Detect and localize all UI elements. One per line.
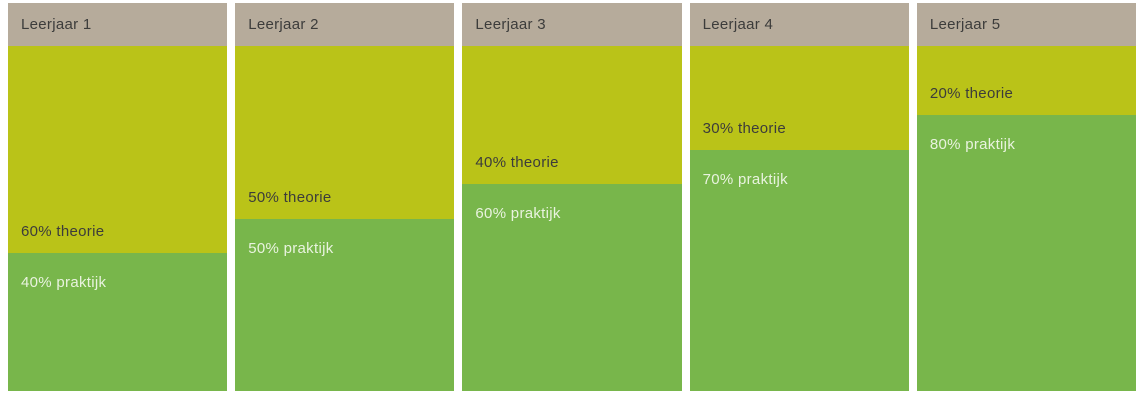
column-header: Leerjaar 2 (235, 3, 455, 46)
column-header: Leerjaar 3 (462, 3, 682, 46)
column-header-label: Leerjaar 5 (929, 16, 1001, 33)
column-header-label: Leerjaar 4 (702, 16, 774, 33)
praktijk-label: 70% praktijk (702, 170, 788, 188)
column-header-label: Leerjaar 3 (475, 16, 546, 33)
theorie-label: 60% theorie (21, 223, 105, 240)
column-body: 40% theorie 60% praktijk (462, 46, 682, 391)
praktijk-label: 80% praktijk (929, 136, 1016, 153)
column-leerjaar-4: Leerjaar 4 30% theorie 70% praktijk (689, 3, 909, 391)
column-leerjaar-1: Leerjaar 1 60% theorie 40% praktijk (8, 3, 228, 391)
column-header: Leerjaar 5 (916, 3, 1137, 46)
column-header: Leerjaar 4 (689, 3, 909, 46)
column-leerjaar-2: Leerjaar 2 50% theorie 50% praktijk (235, 3, 455, 391)
column-body: 50% theorie 50% praktijk (235, 46, 455, 391)
segment-praktijk: 70% praktijk (689, 149, 909, 391)
segment-theorie: 60% theorie (8, 46, 228, 253)
theorie-label: 20% theorie (929, 85, 1014, 102)
column-header-label: Leerjaar 1 (21, 16, 92, 33)
column-leerjaar-5: Leerjaar 5 20% theorie 80% praktijk (916, 3, 1137, 391)
praktijk-label: 50% praktijk (248, 239, 334, 257)
theorie-label: 50% theorie (248, 188, 332, 206)
column-header-label: Leerjaar 2 (248, 16, 319, 33)
segment-praktijk: 60% praktijk (462, 184, 682, 391)
segment-praktijk: 40% praktijk (8, 253, 228, 391)
theorie-label: 30% theorie (702, 119, 786, 137)
praktijk-label: 60% praktijk (475, 205, 561, 222)
column-leerjaar-3: Leerjaar 3 40% theorie 60% praktijk (462, 3, 682, 391)
segment-theorie: 30% theorie (689, 46, 909, 150)
segment-theorie: 40% theorie (462, 46, 682, 184)
theorie-label: 40% theorie (475, 154, 559, 171)
column-body: 60% theorie 40% praktijk (8, 46, 228, 391)
column-body: 20% theorie 80% praktijk (916, 46, 1137, 391)
column-body: 30% theorie 70% praktijk (689, 46, 909, 391)
segment-theorie: 20% theorie (916, 46, 1137, 115)
segment-praktijk: 50% praktijk (235, 218, 455, 391)
column-header: Leerjaar 1 (8, 3, 228, 46)
segment-theorie: 50% theorie (235, 46, 455, 219)
praktijk-label: 40% praktijk (21, 274, 107, 291)
segment-praktijk: 80% praktijk (916, 115, 1137, 391)
